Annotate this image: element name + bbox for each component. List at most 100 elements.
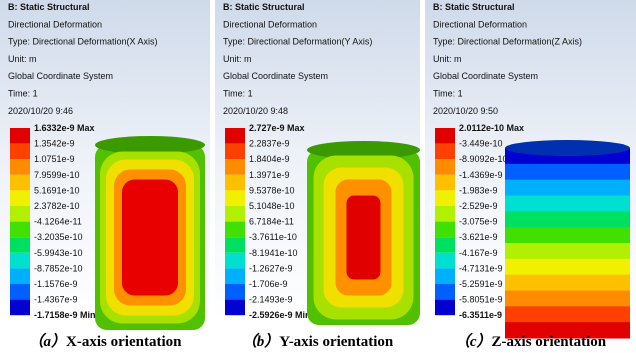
caption-text: X-axis orientation <box>66 334 182 350</box>
legend-swatch <box>10 237 30 253</box>
legend-swatch <box>435 206 455 222</box>
header-line: Directional Deformation <box>223 19 317 29</box>
legend-swatch <box>225 144 245 160</box>
legend-swatch <box>225 300 245 316</box>
legend-swatch <box>10 128 30 144</box>
legend-label: -2.5926e-9 Min <box>249 310 311 320</box>
caption: （b）Y-axis orientation <box>242 332 394 350</box>
header-line: B: Static Structural <box>433 2 515 12</box>
legend-label: 7.9599e-10 <box>34 170 80 180</box>
cylinder-top <box>95 136 205 154</box>
contour-band <box>505 259 630 275</box>
legend-label: -1.1576e-9 <box>34 279 78 289</box>
legend-swatch <box>435 159 455 175</box>
header-line: Directional Deformation <box>8 19 102 29</box>
legend-swatch <box>10 268 30 284</box>
legend-label: -1.7158e-9 Min <box>34 310 96 320</box>
legend-swatch <box>225 128 245 144</box>
contour-band <box>122 180 178 296</box>
legend-swatch <box>435 300 455 316</box>
legend-label: -1.983e-9 <box>459 185 498 195</box>
legend-swatch <box>225 253 245 269</box>
legend-label: -5.2591e-9 <box>459 279 503 289</box>
legend-swatch <box>225 159 245 175</box>
legend-swatch <box>10 190 30 206</box>
legend-label: 2.727e-9 Max <box>249 123 305 133</box>
contour-band <box>505 306 630 322</box>
caption-label: （a） <box>29 332 67 350</box>
legend-label: 5.1048e-10 <box>249 201 295 211</box>
contour-band <box>505 275 630 291</box>
legend-label: 1.3971e-9 <box>249 170 290 180</box>
contour-band <box>505 180 630 196</box>
header-line: Global Coordinate System <box>223 71 328 81</box>
header-line: 2020/10/20 9:46 <box>8 106 73 116</box>
legend-swatch <box>10 300 30 316</box>
header-line: 2020/10/20 9:50 <box>433 106 498 116</box>
figure: B: Static Structural Directional Deformat… <box>0 0 636 353</box>
legend-swatch <box>10 206 30 222</box>
panel: B: Static Structural Directional Deformat… <box>425 0 636 339</box>
header-line: Unit: m <box>433 54 462 64</box>
legend-label: -4.167e-9 <box>459 248 498 258</box>
legend-label: 1.6332e-9 Max <box>34 123 95 133</box>
header-line: Type: Directional Deformation(Y Axis) <box>223 37 372 47</box>
caption: （a）X-axis orientation <box>29 332 183 350</box>
header-line: Global Coordinate System <box>8 71 113 81</box>
header-line: Time: 1 <box>433 89 463 99</box>
legend-swatch <box>435 222 455 238</box>
legend-label: 5.1691e-10 <box>34 185 80 195</box>
legend-label: -2.1493e-9 <box>249 295 293 305</box>
legend-swatch <box>10 175 30 191</box>
contour-band <box>505 211 630 227</box>
legend-label: -1.2627e-9 <box>249 263 293 273</box>
legend-label: 1.0751e-9 <box>34 154 75 164</box>
legend-label: -3.7611e-10 <box>249 232 297 242</box>
legend-swatch <box>225 175 245 191</box>
cylinder-top <box>505 140 630 156</box>
legend-label: -1.706e-9 <box>249 279 288 289</box>
legend-swatch <box>435 175 455 191</box>
legend-label: -4.7131e-9 <box>459 263 503 273</box>
legend-swatch <box>225 222 245 238</box>
caption-label: （c） <box>455 332 492 350</box>
legend-label: -5.9943e-10 <box>34 248 83 258</box>
caption-label: （b） <box>242 332 280 350</box>
legend-label: -8.1941e-10 <box>249 248 298 258</box>
legend-swatch <box>10 159 30 175</box>
contour-band <box>505 196 630 212</box>
legend-label: -1.4369e-9 <box>459 170 503 180</box>
header-line: Type: Directional Deformation(Z Axis) <box>433 37 582 47</box>
header-line: Unit: m <box>8 54 37 64</box>
legend-label: 1.8404e-9 <box>249 154 290 164</box>
legend-swatch <box>435 253 455 269</box>
legend-label: -2.529e-9 <box>459 201 498 211</box>
contour-band <box>347 196 381 280</box>
legend-label: -4.1264e-11 <box>34 217 82 227</box>
contour-band <box>505 227 630 243</box>
legend-label: 1.3542e-9 <box>34 139 75 149</box>
contour-band <box>505 291 630 307</box>
header-line: 2020/10/20 9:48 <box>223 106 288 116</box>
legend-label: -1.4367e-9 <box>34 295 78 305</box>
caption: （c）Z-axis orientation <box>455 332 607 350</box>
header-line: Directional Deformation <box>433 19 527 29</box>
legend-swatch <box>10 253 30 269</box>
header-line: Type: Directional Deformation(X Axis) <box>8 37 158 47</box>
legend-swatch <box>225 237 245 253</box>
legend-label: -3.621e-9 <box>459 232 498 242</box>
caption-text: Z-axis orientation <box>492 334 607 350</box>
legend-swatch <box>10 284 30 300</box>
contour-band <box>505 164 630 180</box>
legend-swatch <box>435 237 455 253</box>
header-line: Time: 1 <box>223 89 253 99</box>
legend-label: -3.2035e-10 <box>34 232 83 242</box>
legend-swatch <box>435 284 455 300</box>
legend-swatch <box>10 222 30 238</box>
legend-label: 2.2837e-9 <box>249 139 290 149</box>
legend-label: 6.7184e-11 <box>249 217 294 227</box>
legend-swatch <box>225 206 245 222</box>
legend-swatch <box>10 144 30 160</box>
